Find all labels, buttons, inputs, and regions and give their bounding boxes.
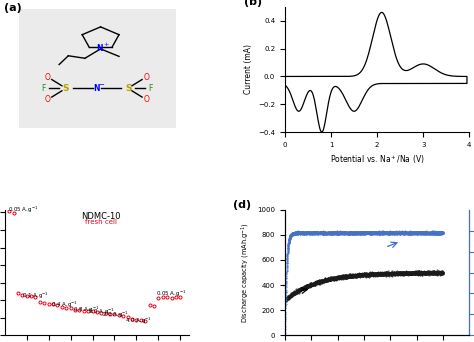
X-axis label: Potential vs. Na$^+$/Na (V): Potential vs. Na$^+$/Na (V): [330, 154, 424, 166]
Text: F: F: [148, 84, 153, 93]
Text: 0.8 A.g$^{-1}$: 0.8 A.g$^{-1}$: [73, 305, 100, 315]
Text: F: F: [41, 84, 46, 93]
Text: 0.4 A.g$^{-1}$: 0.4 A.g$^{-1}$: [51, 300, 78, 310]
Text: N: N: [96, 44, 103, 53]
Text: O: O: [144, 95, 150, 104]
Text: 4.0 A.g$^{-1}$: 4.0 A.g$^{-1}$: [126, 316, 152, 326]
Text: NDMC-10: NDMC-10: [82, 212, 121, 221]
Text: (d): (d): [233, 200, 251, 210]
Text: 1.0 A.g$^{-1}$: 1.0 A.g$^{-1}$: [88, 306, 115, 317]
Text: fresh cell: fresh cell: [85, 219, 117, 225]
Text: O: O: [144, 73, 150, 81]
Text: (a): (a): [4, 3, 22, 13]
Y-axis label: Current (mA): Current (mA): [244, 44, 253, 94]
Text: N: N: [94, 84, 100, 93]
Text: −: −: [99, 81, 104, 88]
Text: O: O: [44, 73, 50, 81]
Text: (b): (b): [245, 0, 263, 7]
Text: +: +: [103, 42, 109, 47]
Text: 0.05 A.g$^{-1}$: 0.05 A.g$^{-1}$: [156, 289, 187, 299]
Text: O: O: [44, 95, 50, 104]
Text: 0.1 A.g$^{-1}$: 0.1 A.g$^{-1}$: [22, 290, 49, 301]
Text: 0.05 A.g$^{-1}$: 0.05 A.g$^{-1}$: [8, 205, 39, 215]
Text: 2.0 A.g$^{-1}$: 2.0 A.g$^{-1}$: [102, 309, 129, 319]
Y-axis label: Discharge capacity (mAh.g$^{-1}$): Discharge capacity (mAh.g$^{-1}$): [239, 222, 252, 323]
Bar: [19, 9, 176, 128]
Text: S: S: [125, 84, 131, 93]
Text: S: S: [62, 84, 69, 93]
